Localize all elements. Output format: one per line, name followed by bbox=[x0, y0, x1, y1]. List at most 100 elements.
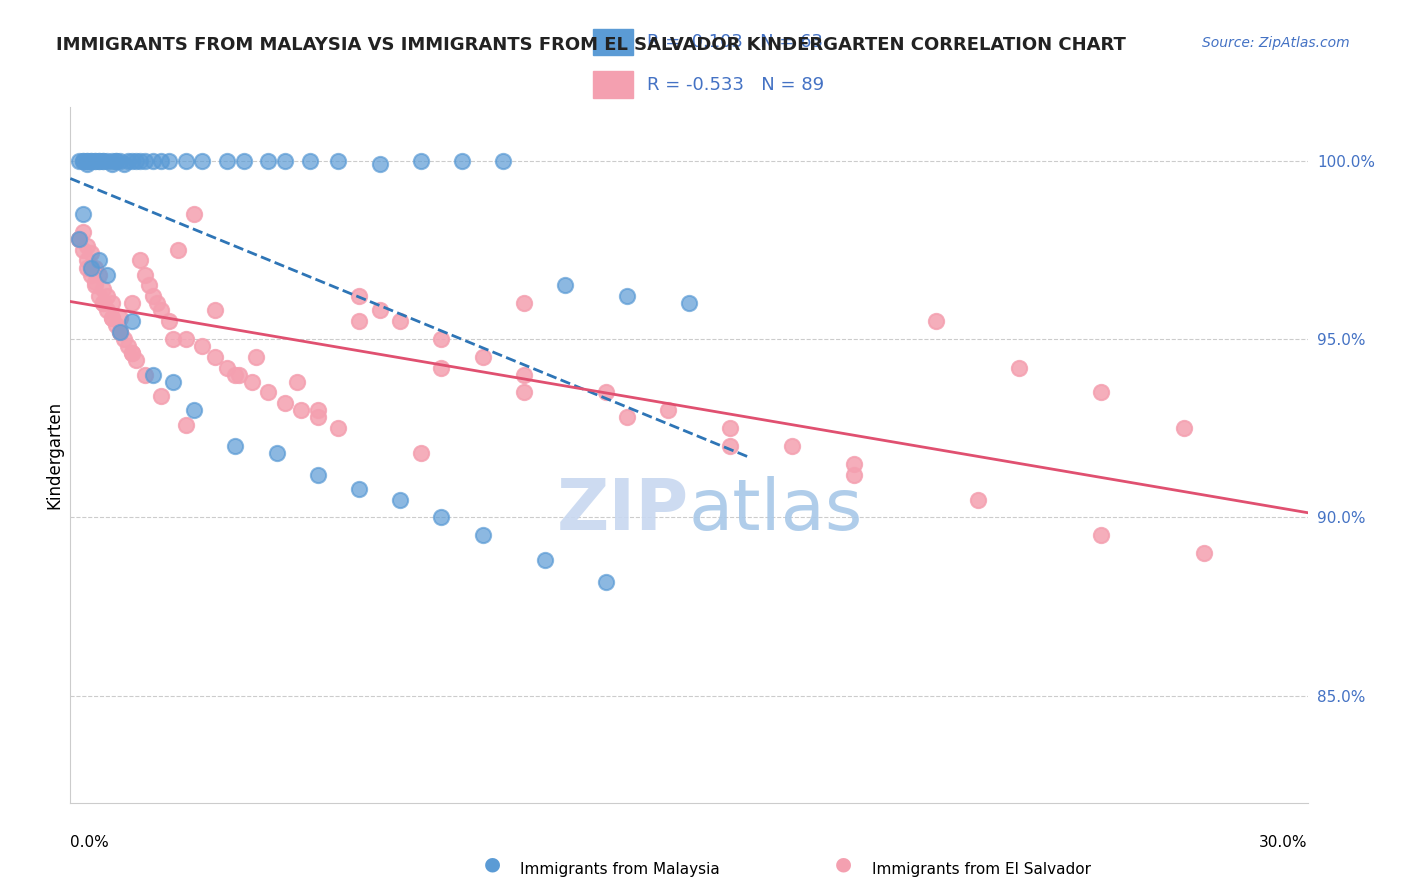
Point bbox=[80, 246, 103, 260]
Point bbox=[554, 278, 576, 293]
Point bbox=[492, 153, 515, 168]
Point bbox=[76, 153, 98, 168]
Point bbox=[104, 153, 127, 168]
Point bbox=[718, 421, 741, 435]
Point bbox=[215, 153, 238, 168]
Point bbox=[204, 350, 226, 364]
Point bbox=[157, 314, 180, 328]
Point bbox=[72, 153, 94, 168]
Point bbox=[89, 153, 111, 168]
Point bbox=[183, 207, 205, 221]
Point bbox=[108, 310, 131, 325]
Point bbox=[347, 289, 370, 303]
Point bbox=[347, 482, 370, 496]
Text: IMMIGRANTS FROM MALAYSIA VS IMMIGRANTS FROM EL SALVADOR KINDERGARTEN CORRELATION: IMMIGRANTS FROM MALAYSIA VS IMMIGRANTS F… bbox=[56, 36, 1126, 54]
Point bbox=[368, 303, 391, 318]
Point bbox=[80, 153, 103, 168]
Point bbox=[150, 303, 173, 318]
Point bbox=[112, 157, 135, 171]
Point bbox=[328, 153, 350, 168]
Point bbox=[76, 239, 98, 253]
Point bbox=[91, 282, 114, 296]
Point bbox=[228, 368, 250, 382]
Point bbox=[100, 157, 122, 171]
Point bbox=[290, 403, 312, 417]
Point bbox=[513, 368, 536, 382]
Point bbox=[91, 296, 114, 310]
Point bbox=[96, 268, 118, 282]
Point bbox=[89, 268, 111, 282]
Point bbox=[1194, 546, 1216, 560]
Point bbox=[174, 332, 197, 346]
Point bbox=[67, 232, 90, 246]
Point bbox=[616, 410, 638, 425]
Point bbox=[157, 153, 180, 168]
Point bbox=[513, 385, 536, 400]
Point bbox=[174, 153, 197, 168]
Point bbox=[96, 153, 118, 168]
Text: ●: ● bbox=[835, 855, 852, 873]
Point bbox=[966, 492, 988, 507]
Point bbox=[121, 296, 143, 310]
Point bbox=[451, 153, 474, 168]
Point bbox=[142, 368, 165, 382]
Text: Immigrants from Malaysia: Immigrants from Malaysia bbox=[520, 863, 720, 877]
Point bbox=[72, 243, 94, 257]
Point bbox=[328, 421, 350, 435]
Point bbox=[678, 296, 700, 310]
Bar bbox=[593, 29, 633, 55]
Point bbox=[121, 346, 143, 360]
Point bbox=[104, 153, 127, 168]
Bar bbox=[593, 71, 633, 98]
Point bbox=[76, 157, 98, 171]
Text: ●: ● bbox=[484, 855, 501, 873]
Point bbox=[162, 375, 184, 389]
Text: atlas: atlas bbox=[689, 476, 863, 545]
Point bbox=[1090, 528, 1112, 542]
Text: Source: ZipAtlas.com: Source: ZipAtlas.com bbox=[1202, 36, 1350, 50]
Point bbox=[409, 446, 432, 460]
Point bbox=[117, 339, 139, 353]
Point bbox=[191, 339, 214, 353]
Point bbox=[125, 153, 148, 168]
Point bbox=[76, 253, 98, 268]
Point bbox=[134, 268, 156, 282]
Point bbox=[67, 153, 90, 168]
Point bbox=[1173, 421, 1195, 435]
Point bbox=[121, 314, 143, 328]
Point bbox=[72, 207, 94, 221]
Point bbox=[134, 368, 156, 382]
Point bbox=[307, 403, 329, 417]
Point bbox=[232, 153, 254, 168]
Point bbox=[84, 153, 107, 168]
Text: R =  0.103   N = 63: R = 0.103 N = 63 bbox=[647, 33, 824, 51]
Point bbox=[80, 260, 103, 275]
Point bbox=[142, 289, 165, 303]
Point bbox=[96, 303, 118, 318]
Point bbox=[142, 153, 165, 168]
Point bbox=[257, 385, 280, 400]
Point bbox=[76, 260, 98, 275]
Point bbox=[72, 225, 94, 239]
Point bbox=[162, 332, 184, 346]
Point bbox=[100, 310, 122, 325]
Point bbox=[298, 153, 321, 168]
Point bbox=[471, 350, 494, 364]
Point bbox=[91, 153, 114, 168]
Point bbox=[430, 360, 453, 375]
Point bbox=[84, 275, 107, 289]
Point bbox=[307, 410, 329, 425]
Point bbox=[108, 325, 131, 339]
Point bbox=[125, 353, 148, 368]
Point bbox=[91, 296, 114, 310]
Point bbox=[84, 260, 107, 275]
Point bbox=[67, 232, 90, 246]
Point bbox=[389, 492, 412, 507]
Point bbox=[274, 153, 297, 168]
Point bbox=[108, 153, 131, 168]
Point bbox=[409, 153, 432, 168]
Point bbox=[121, 346, 143, 360]
Point bbox=[389, 314, 412, 328]
Point bbox=[121, 153, 143, 168]
Point bbox=[1090, 385, 1112, 400]
